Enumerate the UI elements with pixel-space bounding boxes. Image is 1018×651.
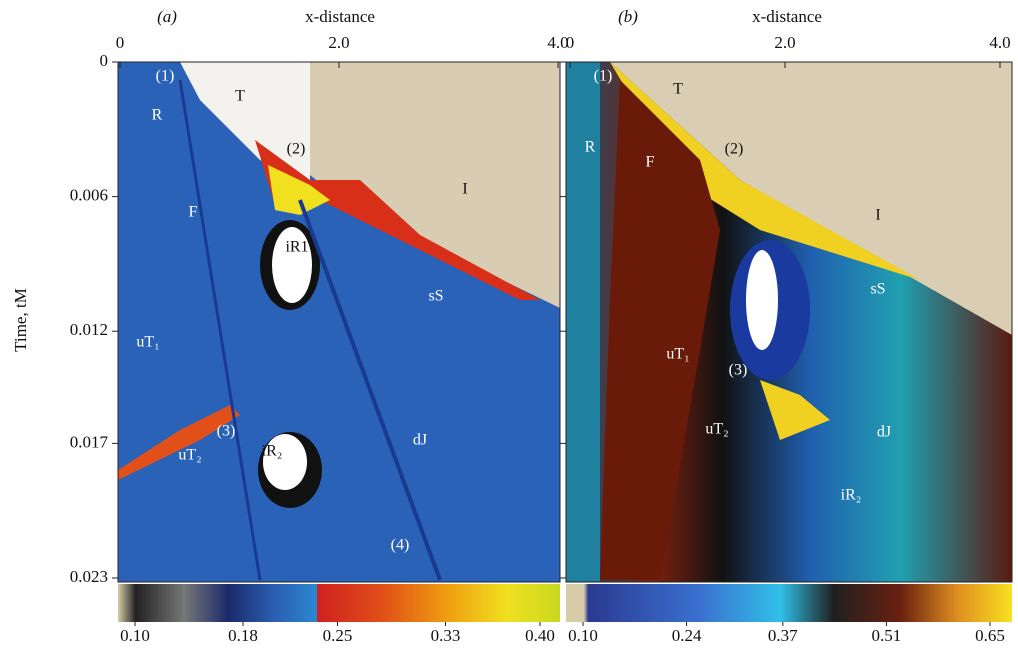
region-annotation: sS xyxy=(428,288,443,305)
colorbar-a xyxy=(118,584,560,622)
region-annotation: (3) xyxy=(217,423,236,440)
y-tick-label: 0.006 xyxy=(70,186,108,205)
colorbar-tick-label: 0.25 xyxy=(323,626,353,645)
region-annotation: (1) xyxy=(594,68,613,85)
colorbar-b xyxy=(566,584,1012,622)
y-tick-label: 0.012 xyxy=(70,320,108,339)
y-tick-label: 0.017 xyxy=(70,432,109,451)
region-annotation: I xyxy=(875,207,880,224)
colorbar-tick-label: 0.33 xyxy=(431,626,461,645)
colorbar-tick-label: 0.65 xyxy=(975,626,1005,645)
y-axis-label: Time, tM xyxy=(11,288,30,352)
y-tick-label: 0 xyxy=(100,51,109,70)
colorbar-tick-label: 0.10 xyxy=(120,626,150,645)
region-annotation: F xyxy=(189,204,198,221)
region-annotation: T xyxy=(673,81,683,98)
region-annotation: R xyxy=(152,107,163,124)
region-annotation: dJ xyxy=(877,424,891,441)
region-annotation: iR1 xyxy=(285,239,308,256)
colorbar-tick-label: 0.40 xyxy=(525,626,555,645)
region-annotation: iR1 xyxy=(748,291,771,308)
colorbar-tick-label: 0.37 xyxy=(768,626,798,645)
region-annotation: T xyxy=(235,88,245,105)
region-annotation: I xyxy=(462,181,467,198)
x-tick-label: 2.0 xyxy=(328,33,349,52)
panel-a-field xyxy=(118,62,560,582)
region-annotation: R xyxy=(585,139,596,156)
region-annotation: sS xyxy=(870,281,885,298)
region-annotation: dJ xyxy=(413,432,427,449)
region-annotation: iR₂ xyxy=(262,443,283,460)
region-annotation: (4) xyxy=(391,537,410,554)
x-axis-label: x-distance xyxy=(752,7,822,26)
region-annotation: uT₁ xyxy=(666,346,689,363)
region-annotation: F xyxy=(646,154,655,171)
region-annotation: (3) xyxy=(729,362,748,379)
y-tick-label: 0.023 xyxy=(70,567,108,586)
region-annotation: uT₂ xyxy=(178,447,201,464)
colorbar-tick-label: 0.51 xyxy=(872,626,902,645)
colorbar-tick-label: 0.10 xyxy=(568,626,598,645)
region-annotation: (1) xyxy=(156,68,175,85)
colorbar-tick-label: 0.18 xyxy=(228,626,258,645)
panel-label: (a) xyxy=(157,7,177,26)
region-annotation: (2) xyxy=(725,141,744,158)
region-annotation: uT₁ xyxy=(136,334,159,351)
panel-label: (b) xyxy=(618,7,638,26)
figure: Time, tM 0 0.006 0.012 0.017 0.023 (a) x-dista… xyxy=(0,0,1018,651)
region-annotation: uT₂ xyxy=(705,421,728,438)
x-tick-label: 2.0 xyxy=(774,33,795,52)
x-tick-label: 4.0 xyxy=(989,33,1010,52)
x-axis-label: x-distance xyxy=(305,7,375,26)
x-tick-label: 0 xyxy=(566,33,575,52)
panel-b-field xyxy=(566,62,1012,582)
region-annotation: (2) xyxy=(287,141,306,158)
region-annotation: iR₂ xyxy=(841,487,862,504)
colorbar-tick-label: 0.24 xyxy=(672,626,702,645)
x-tick-label: 0 xyxy=(116,33,125,52)
